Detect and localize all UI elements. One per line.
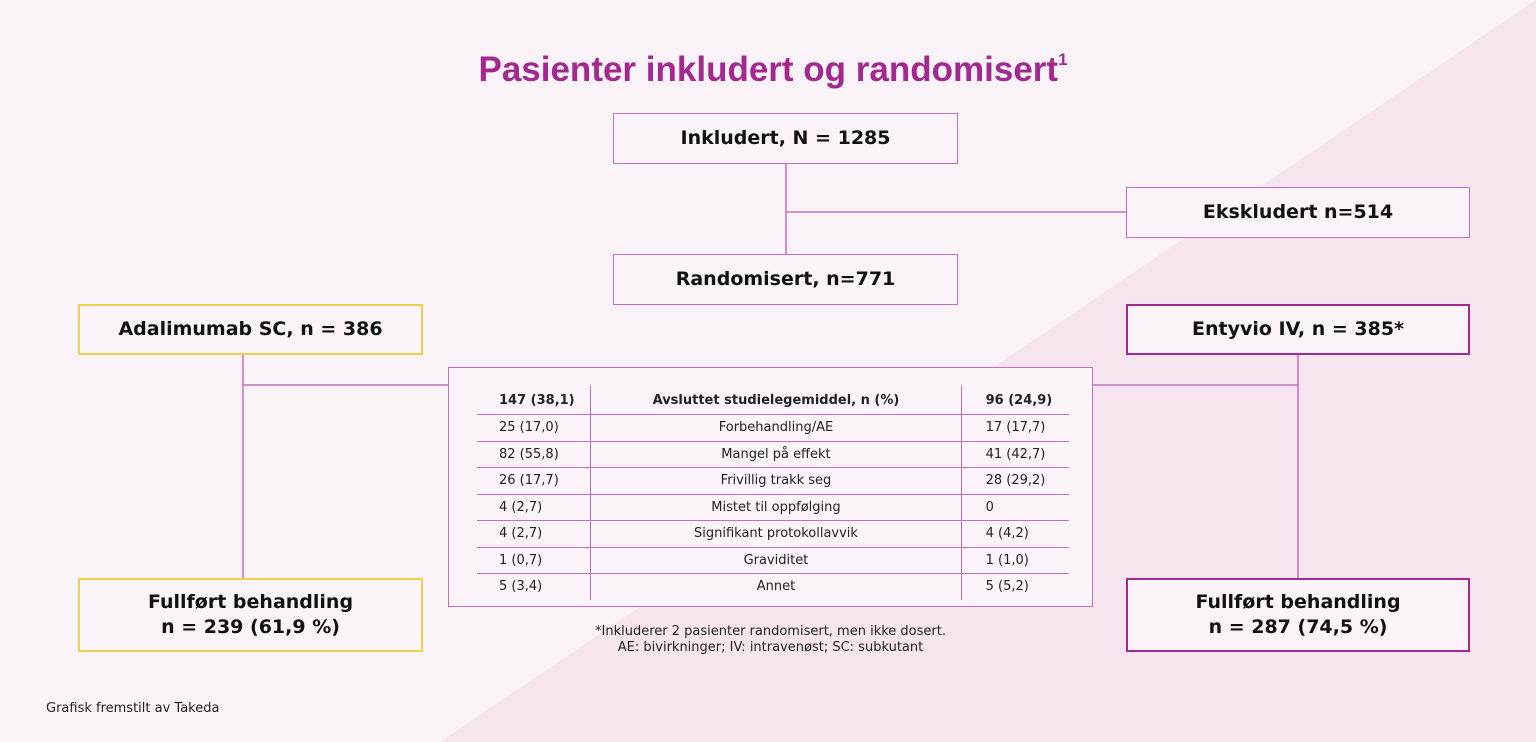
table-row: 26 (17,7) Frivillig trakk seg 28 (29,2) (477, 467, 1069, 495)
entyvio-label: Entyvio IV, n = 385* (1192, 318, 1404, 341)
reason-label: Signifikant protokollavvik (590, 520, 962, 548)
reason-label: Forbehandling/AE (590, 414, 962, 442)
entyvio-completed-box: Fullført behandling n = 287 (74,5 %) (1126, 578, 1470, 652)
adalimumab-completed-box: Fullført behandling n = 239 (61,9 %) (78, 578, 423, 652)
table-row: 4 (2,7) Mistet til oppfølging 0 (477, 494, 1069, 521)
adalimumab-completed-title: Fullført behandling (147, 591, 354, 614)
adalimumab-count: 82 (55,8) (477, 441, 591, 468)
footnote: *Inkluderer 2 pasienter randomisert, men… (448, 624, 1093, 657)
reason-label: Mangel på effekt (590, 441, 962, 468)
excluded-box: Ekskludert n=514 (1126, 187, 1470, 238)
page-title: Pasienter inkludert og randomisert1 (0, 50, 1536, 90)
entyvio-count: 4 (4,2) (961, 520, 1069, 548)
adalimumab-box: Adalimumab SC, n = 386 (78, 304, 423, 355)
entyvio-count: 5 (5,2) (985, 579, 1029, 595)
table-row: 25 (17,0) Forbehandling/AE 17 (17,7) (477, 414, 1069, 442)
adalimumab-label: Adalimumab SC, n = 386 (118, 318, 383, 341)
entyvio-completed-value: n = 287 (74,5 %) (1208, 616, 1388, 638)
header-adalimumab-count: 147 (38,1) (477, 386, 591, 415)
adalimumab-count: 1 (0,7) (477, 547, 591, 574)
adalimumab-count: 5 (3,4) (499, 579, 543, 595)
discontinuation-table-box: 147 (38,1) Avsluttet studielegemiddel, n… (448, 367, 1093, 607)
randomized-label: Randomisert, n=771 (675, 268, 896, 291)
table-header-row: 147 (38,1) Avsluttet studielegemiddel, n… (477, 386, 1069, 415)
reason-label: Mistet til oppfølging (590, 494, 962, 521)
discontinuation-table: 147 (38,1) Avsluttet studielegemiddel, n… (477, 386, 1069, 600)
reason-label: Frivillig trakk seg (590, 467, 962, 495)
footnote-line-2: AE: bivirkninger; IV: intravenøst; SC: s… (617, 640, 924, 656)
title-text: Pasienter inkludert og randomisert (478, 50, 1059, 89)
table-row: 5 (3,4) Annet 5 (5,2) (477, 573, 1069, 600)
adalimumab-count: 25 (17,0) (477, 414, 591, 442)
adalimumab-count: 26 (17,7) (477, 467, 591, 495)
adalimumab-count: 4 (2,7) (477, 520, 591, 548)
reason-label: Annet (590, 573, 962, 600)
entyvio-completed-title: Fullført behandling (1195, 591, 1401, 614)
adalimumab-completed-value: n = 239 (61,9 %) (161, 616, 340, 638)
entyvio-count: 1 (1,0) (961, 547, 1069, 574)
entyvio-count: 0 (961, 494, 1069, 521)
credit-text: Grafisk fremstilt av Takeda (46, 701, 220, 716)
entyvio-count: 17 (17,7) (961, 414, 1069, 442)
included-label: Inkludert, N = 1285 (680, 127, 891, 150)
excluded-label: Ekskludert n=514 (1202, 201, 1394, 224)
entyvio-box: Entyvio IV, n = 385* (1126, 304, 1470, 355)
adalimumab-count: 4 (2,7) (477, 494, 591, 521)
table-row: 1 (0,7) Graviditet 1 (1,0) (477, 547, 1069, 574)
table-row: 4 (2,7) Signifikant protokollavvik 4 (4,2) (477, 520, 1069, 548)
header-label: Avsluttet studielegemiddel, n (%) (590, 386, 962, 415)
header-entyvio-count: 96 (24,9) (961, 386, 1069, 415)
reason-label: Graviditet (590, 547, 962, 574)
entyvio-count: 41 (42,7) (961, 441, 1069, 468)
footnote-line-1: *Inkluderer 2 pasienter randomisert, men… (595, 624, 946, 639)
entyvio-count: 28 (29,2) (961, 467, 1069, 495)
table-row: 82 (55,8) Mangel på effekt 41 (42,7) (477, 441, 1069, 468)
randomized-box: Randomisert, n=771 (613, 254, 958, 305)
title-footnote-ref: 1 (1058, 50, 1068, 69)
included-box: Inkludert, N = 1285 (613, 113, 958, 164)
